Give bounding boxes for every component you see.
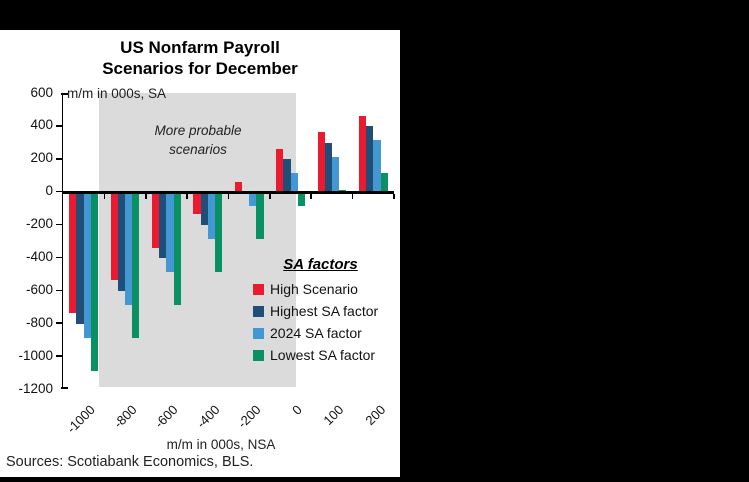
x-tick-label: -600 [152, 402, 182, 432]
legend: SA factors High Scenario Highest SA facto… [253, 256, 403, 366]
bar-2024-sa-factor-0 [290, 173, 298, 193]
legend-label: Highest SA factor [270, 303, 379, 319]
legend-item-lowest-sa-factor: Lowest SA factor [253, 344, 403, 366]
chart-panel: US Nonfarm Payroll Scenarios for Decembe… [0, 30, 400, 477]
bar-high-scenario--200 [234, 181, 242, 193]
annotation-line2: scenarios [169, 142, 227, 157]
x-boundary-tick [227, 193, 230, 199]
zero-baseline [63, 191, 394, 194]
annotation: More probable scenarios [113, 121, 283, 159]
chart-title: US Nonfarm Payroll Scenarios for Decembe… [0, 37, 400, 79]
x-boundary-tick [186, 193, 188, 199]
y-axis-bottom-tick [61, 387, 69, 389]
bar-lowest-sa-factor--400 [215, 192, 223, 273]
bar-lowest-sa-factor--800 [132, 192, 140, 338]
legend-swatch-lowest-sa-factor [253, 349, 264, 361]
y-tick-label: -1000 [18, 347, 53, 363]
legend-label: Lowest SA factor [270, 347, 376, 363]
plot-area: More probable scenarios SA factors High … [61, 93, 395, 389]
x-tick-label: 100 [320, 402, 347, 428]
x-tick-label: -1000 [64, 402, 99, 437]
x-boundary-tick [103, 193, 106, 199]
legend-item-highest-sa-factor: Highest SA factor [253, 300, 403, 322]
bar-highest-sa-factor-100 [324, 142, 332, 193]
y-tick-mark [56, 223, 63, 226]
bar-lowest-sa-factor--200 [256, 192, 264, 240]
bar-highest-sa-factor-200 [366, 126, 374, 193]
y-tick-mark [56, 256, 63, 259]
y-tick-label: -1200 [18, 380, 53, 396]
x-boundary-tick [310, 193, 313, 199]
y-tick-label: -600 [25, 281, 53, 297]
bar-2024-sa-factor--600 [166, 192, 174, 273]
y-tick-label: 0 [45, 183, 53, 199]
x-tick-label: -800 [110, 402, 140, 432]
legend-swatch-2024-sa-factor [253, 327, 264, 339]
x-boundary-tick [393, 193, 395, 199]
source-note: Sources: Scotiabank Economics, BLS. [6, 454, 254, 470]
y-tick-mark [56, 355, 63, 357]
chart-title-line1: US Nonfarm Payroll [120, 38, 280, 57]
y-tick-mark [56, 125, 63, 127]
bar-lowest-sa-factor--1000 [90, 192, 99, 371]
y-tick-mark [56, 322, 63, 325]
legend-label: High Scenario [270, 281, 358, 297]
chart-title-line2: Scenarios for December [102, 59, 298, 78]
bar-highest-sa-factor--1000 [76, 192, 84, 324]
bar-highest-sa-factor--800 [117, 192, 126, 291]
y-tick-label: -400 [25, 248, 53, 264]
bar-2024-sa-factor--200 [249, 192, 257, 207]
annotation-line1: More probable [154, 123, 242, 138]
x-axis-title: m/m in 000s, NSA [166, 437, 276, 452]
x-boundary-tick [144, 193, 147, 199]
bar-high-scenario--800 [110, 192, 118, 281]
y-tick-label: 200 [30, 150, 53, 166]
bar-lowest-sa-factor--600 [173, 192, 181, 305]
x-tick-label: 200 [361, 402, 388, 428]
bar-2024-sa-factor--800 [125, 192, 133, 305]
y-axis-top-tick [61, 93, 69, 95]
bar-high-scenario-100 [317, 132, 325, 193]
bar-high-scenario--400 [193, 192, 201, 215]
legend-title: SA factors [283, 256, 358, 273]
legend-items: High Scenario Highest SA factor 2024 SA fa… [253, 278, 403, 366]
y-tick-mark [56, 157, 63, 160]
bar-highest-sa-factor--400 [200, 192, 208, 226]
x-boundary-tick [269, 193, 271, 199]
bar-2024-sa-factor--400 [207, 192, 215, 240]
bar-highest-sa-factor-0 [283, 159, 291, 193]
bar-highest-sa-factor--600 [159, 192, 167, 259]
bar-2024-sa-factor--1000 [83, 192, 91, 338]
bar-high-scenario-200 [358, 115, 367, 193]
y-tick-mark [56, 289, 63, 292]
y-tick-label: 400 [30, 117, 53, 133]
legend-swatch-high-scenario [253, 283, 264, 295]
bar-2024-sa-factor-100 [331, 156, 340, 193]
y-tick-label: -800 [25, 314, 53, 330]
y-tick-label: -200 [25, 216, 53, 232]
bar-lowest-sa-factor-0 [297, 192, 305, 207]
x-tick-label: 0 [289, 402, 306, 418]
x-tick-label: -200 [234, 402, 264, 432]
bar-2024-sa-factor-200 [373, 140, 381, 193]
legend-item-high-scenario: High Scenario [253, 278, 403, 300]
bar-lowest-sa-factor-200 [380, 173, 388, 193]
y-tick-mark [56, 190, 63, 193]
legend-label: 2024 SA factor [270, 325, 362, 341]
bar-high-scenario-0 [276, 148, 284, 193]
y-tick-label: 600 [30, 84, 53, 100]
bar-high-scenario--1000 [69, 192, 77, 314]
bar-high-scenario--600 [152, 192, 160, 249]
x-tick-label: -400 [193, 402, 223, 432]
y-axis-title: m/m in 000s, SA [67, 86, 167, 101]
legend-swatch-highest-sa-factor [253, 305, 264, 317]
legend-item-2024-sa-factor: 2024 SA factor [253, 322, 403, 344]
x-boundary-tick [351, 193, 354, 199]
